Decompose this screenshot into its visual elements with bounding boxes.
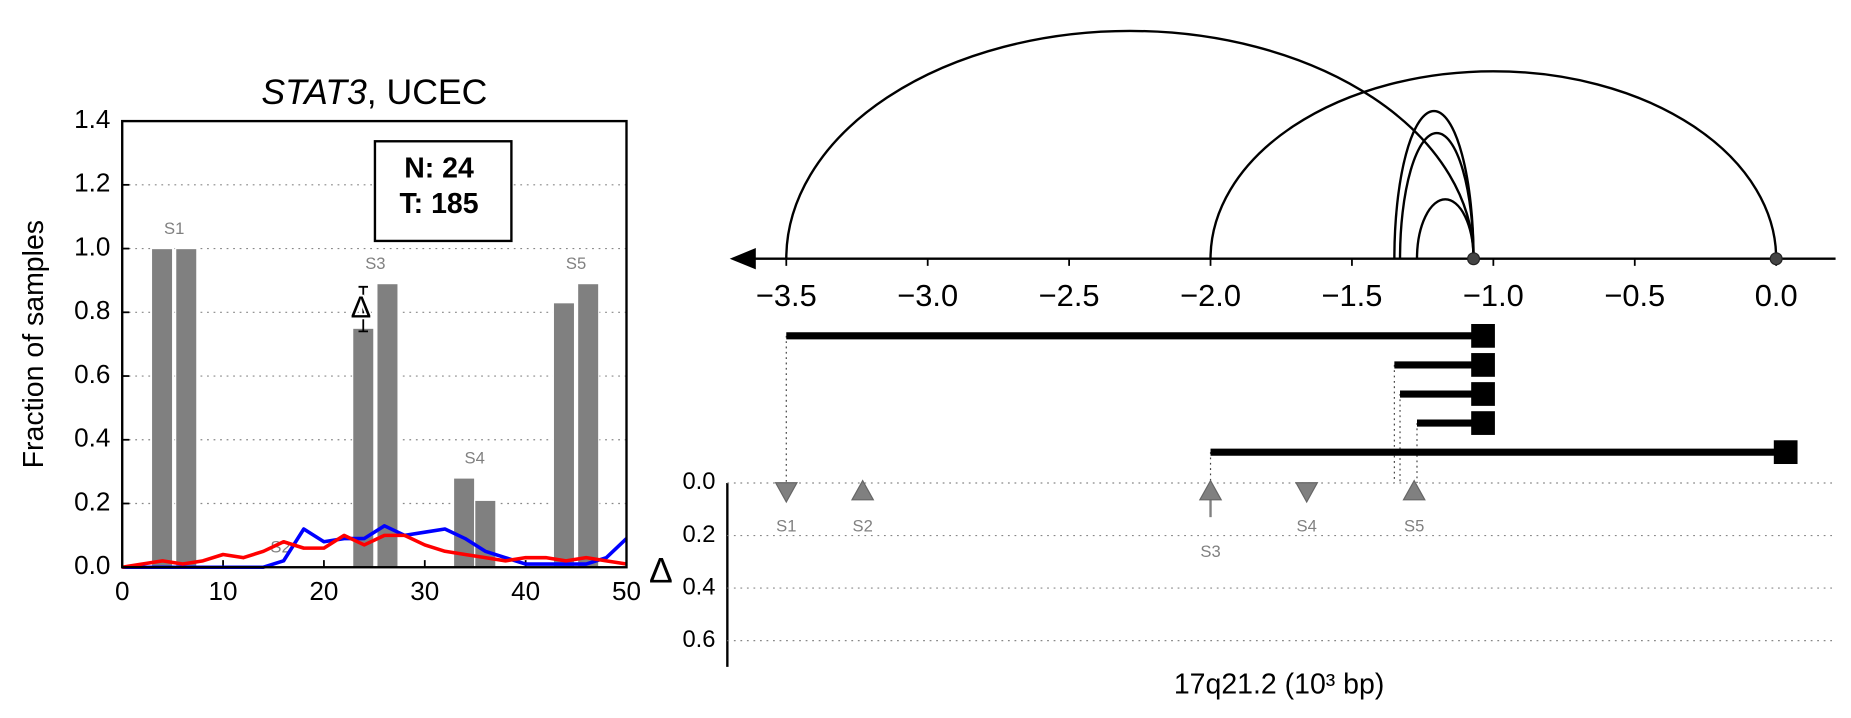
annotation-text: T: 185 xyxy=(399,188,478,220)
marker-label: S5 xyxy=(1404,516,1424,535)
chart-title: STAT3, UCEC xyxy=(261,72,487,112)
y-tick-label: 1.2 xyxy=(74,168,110,198)
bar-group-label: S3 xyxy=(365,254,385,273)
delta-bar xyxy=(358,285,369,333)
y-tick-label: 1.4 xyxy=(74,104,110,134)
marker xyxy=(1198,479,1223,501)
marker xyxy=(850,479,875,501)
axis-arrow xyxy=(729,248,756,270)
point xyxy=(1467,252,1481,266)
x-tick-label: −2.0 xyxy=(1180,278,1241,313)
delta-label: Δ xyxy=(351,289,372,324)
x-tick-label: 20 xyxy=(309,576,338,606)
bar xyxy=(175,247,198,568)
arc xyxy=(1415,198,1475,259)
interval-end xyxy=(1471,382,1495,406)
x-tick-label: 0 xyxy=(115,576,130,606)
x-tick-label: −3.5 xyxy=(756,278,817,313)
interval-end xyxy=(1471,411,1495,435)
point xyxy=(1769,252,1783,266)
bar-group-label: S1 xyxy=(164,219,184,238)
y-tick-label: 0.4 xyxy=(74,423,110,453)
y-tick-label: 0.0 xyxy=(682,469,715,495)
title-part: , UCEC xyxy=(367,72,488,112)
bar-group-label: S4 xyxy=(465,448,485,467)
marker-label: S1 xyxy=(776,516,796,535)
x-axis-label: 17q21.2 (10³ bp) xyxy=(1174,668,1385,700)
interval-end xyxy=(1471,323,1495,348)
marker xyxy=(1295,482,1319,504)
arc xyxy=(785,29,1475,259)
x-tick-label: 0.0 xyxy=(1755,278,1798,313)
line xyxy=(121,533,627,569)
annotation-box xyxy=(373,140,513,243)
plot-frame xyxy=(121,119,628,569)
marker-label: S3 xyxy=(1200,542,1220,561)
annotation-text: N: 24 xyxy=(404,152,474,184)
y-tick-label: 0.6 xyxy=(682,627,715,653)
y-tick-label: 0.4 xyxy=(682,574,715,600)
bar xyxy=(576,283,600,568)
x-tick-label: 40 xyxy=(511,576,540,606)
y-axis-label: Δ xyxy=(649,551,673,591)
arc xyxy=(1398,131,1475,259)
x-tick-label: −2.5 xyxy=(1039,278,1100,313)
x-tick-label: −3.0 xyxy=(897,278,958,313)
interval-end xyxy=(1773,440,1798,465)
bar xyxy=(352,327,375,568)
marker xyxy=(1402,479,1426,501)
title-part: STAT3 xyxy=(261,72,367,112)
x-tick-label: −1.5 xyxy=(1321,278,1382,313)
y-tick-label: 0.2 xyxy=(74,486,110,516)
y-axis-label: Fraction of samples xyxy=(18,220,50,468)
x-tick-label: 30 xyxy=(410,576,439,606)
marker xyxy=(774,482,798,504)
y-tick-label: 1.0 xyxy=(74,231,110,261)
x-tick-label: 10 xyxy=(209,576,238,606)
arc xyxy=(1393,109,1475,259)
y-tick-label: 0.6 xyxy=(74,359,110,389)
y-tick-label: 0.2 xyxy=(682,522,715,548)
x-tick-label: −0.5 xyxy=(1604,278,1665,313)
y-tick-label: 0.0 xyxy=(74,550,110,580)
interval-end xyxy=(1471,353,1495,377)
bar-group-label: S5 xyxy=(566,254,586,273)
y-tick-label: 0.8 xyxy=(74,295,110,325)
arc xyxy=(1209,71,1778,259)
marker-label: S4 xyxy=(1297,516,1317,535)
marker-label: S2 xyxy=(852,516,872,535)
bar xyxy=(552,302,576,568)
x-tick-label: 50 xyxy=(612,576,641,606)
bar xyxy=(150,247,174,568)
x-tick-label: −1.0 xyxy=(1463,278,1524,313)
bar xyxy=(376,283,399,568)
